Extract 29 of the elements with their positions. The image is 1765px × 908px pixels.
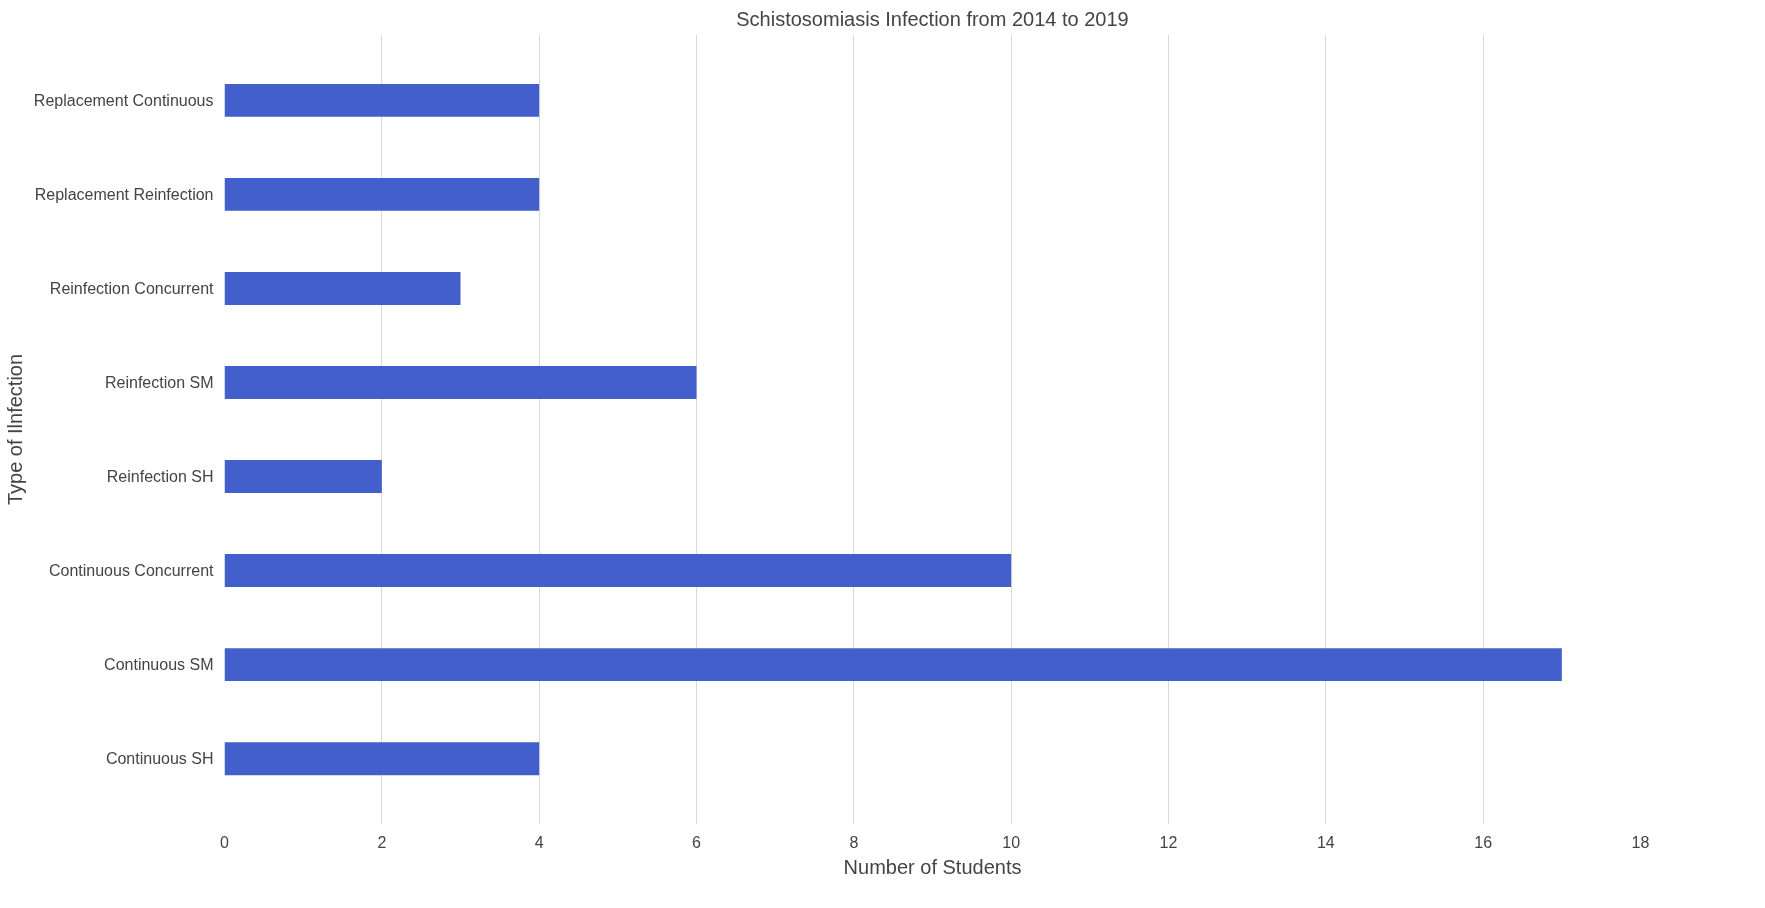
x-tick-label: 14	[1316, 833, 1335, 851]
x-tick-label: 16	[1474, 833, 1493, 851]
bar	[224, 177, 540, 211]
x-tick-label: 0	[220, 833, 230, 851]
bar	[224, 742, 540, 776]
x-tick-label: 4	[534, 833, 544, 851]
y-axis-title: Type of Ilnfection	[3, 353, 26, 506]
y-tick-label: Reinfection SM	[105, 373, 214, 391]
x-axis-title: Number of Students	[843, 855, 1022, 878]
x-tick-label: 12	[1159, 833, 1178, 851]
bar	[224, 366, 697, 399]
y-tick-label: Replacement Continuous	[33, 91, 214, 109]
x-tick-label: 10	[1002, 833, 1021, 851]
bar	[224, 271, 461, 305]
x-tick-label: 6	[692, 833, 702, 851]
x-tick-label: 8	[849, 833, 859, 851]
y-tick-label: Continuous SM	[104, 656, 214, 674]
y-tick-label: Reinfection SH	[106, 468, 214, 486]
y-tick-label: Replacement Reinfection	[34, 185, 214, 203]
bar	[224, 460, 382, 493]
y-tick-label: Continuous SH	[105, 750, 214, 768]
x-tick-label: 2	[377, 833, 387, 851]
bar	[224, 648, 1562, 682]
bar	[224, 83, 540, 117]
bar	[224, 554, 1012, 588]
y-tick-label: Reinfection Concurrent	[49, 279, 215, 297]
y-tick-label: Continuous Concurrent	[48, 562, 215, 580]
chart-title: Schistosomiasis Infection from 2014 to 2019	[736, 7, 1129, 30]
x-tick-label: 18	[1631, 833, 1650, 851]
